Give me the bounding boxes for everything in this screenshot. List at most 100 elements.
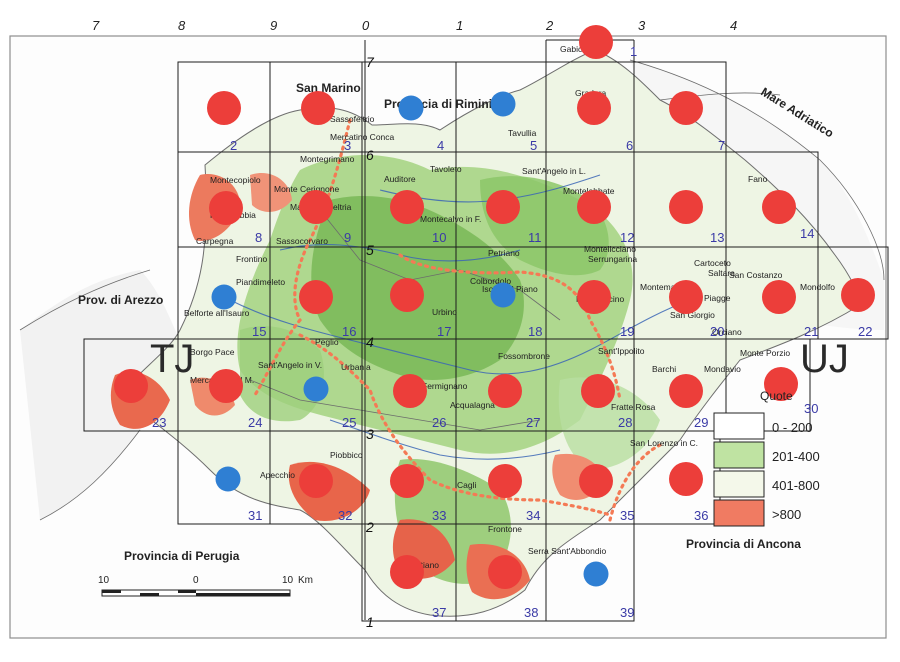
blue-point-18 (490, 282, 516, 308)
place-label: Sassocorvaro (276, 236, 328, 246)
region-label-san-marino: San Marino (296, 81, 361, 95)
red-point-2 (207, 91, 241, 125)
place-label: Sant'Ippolito (598, 346, 645, 356)
red-point-24 (209, 369, 243, 403)
place-label: Sant'Angelo in L. (522, 166, 586, 176)
vertical-ruler: 7 6 5 4 3 2 1 (365, 54, 375, 630)
legend-swatch (713, 412, 765, 440)
blue-point-25 (303, 376, 329, 402)
red-point-35 (579, 464, 613, 498)
cell-number-14: 14 (800, 226, 814, 241)
cell-number-20: 20 (710, 324, 724, 339)
red-point-1 (579, 25, 613, 59)
cell-number-35: 35 (620, 508, 634, 523)
legend-label: 201-400 (772, 449, 820, 464)
place-label: Urbino (432, 307, 457, 317)
top-ruler: 7 8 9 0 1 2 3 4 (92, 18, 737, 33)
place-label: Mondolfo (800, 282, 835, 292)
cell-number-6: 6 (626, 138, 633, 153)
place-label: Frontone (488, 524, 522, 534)
red-point-14 (762, 190, 796, 224)
place-label: Barchi (652, 364, 676, 374)
cell-number-18: 18 (528, 324, 542, 339)
cell-number-26: 26 (432, 415, 446, 430)
place-label: Urbania (341, 362, 371, 372)
place-label: Peglio (315, 337, 339, 347)
place-label: Tavoleto (430, 164, 462, 174)
legend-swatch (713, 499, 765, 527)
cell-number-23: 23 (152, 415, 166, 430)
place-label: Mondavio (704, 364, 741, 374)
cell-number-5: 5 (530, 138, 537, 153)
red-point-19 (577, 280, 611, 314)
red-point-6 (577, 91, 611, 125)
legend: Quote 0 - 200 201-400 401-800 >800 (713, 389, 820, 527)
cell-number-31: 31 (248, 508, 262, 523)
route-line (253, 118, 662, 522)
cell-number-38: 38 (524, 605, 538, 620)
cell-number-11: 11 (528, 230, 542, 245)
red-point-38 (488, 555, 522, 589)
legend-item-over-800: >800 (713, 499, 801, 527)
red-point-11 (486, 190, 520, 224)
place-label: Montegrimano (300, 154, 355, 164)
red-point-34 (488, 464, 522, 498)
ruler-label-8: 8 (178, 18, 186, 33)
place-label: Sassofeltrio (330, 114, 375, 124)
cell-number-4: 4 (437, 138, 444, 153)
place-label: Auditore (384, 174, 416, 184)
cell-number-27: 27 (526, 415, 540, 430)
cell-number-17: 17 (437, 324, 451, 339)
red-point-7 (669, 91, 703, 125)
legend-title: Quote (760, 389, 793, 403)
cell-number-33: 33 (432, 508, 446, 523)
place-label: Cartoceto (694, 258, 731, 268)
cell-number-34: 34 (526, 508, 540, 523)
scale-segment (196, 593, 290, 596)
blue-point-15 (211, 284, 237, 310)
red-point-23 (114, 369, 148, 403)
ruler-label-9: 9 (270, 18, 277, 33)
ruler-label-3: 3 (638, 18, 646, 33)
legend-swatch (713, 470, 765, 498)
vruler-label-7: 7 (366, 54, 375, 70)
cell-number-37: 37 (432, 605, 446, 620)
legend-label: 0 - 200 (772, 420, 812, 435)
red-point-17 (390, 278, 424, 312)
cell-number-12: 12 (620, 230, 634, 245)
place-label: Apecchio (260, 470, 295, 480)
red-point-9 (299, 190, 333, 224)
place-label: Tavullia (508, 128, 537, 138)
red-point-37 (390, 555, 424, 589)
scale-segment (102, 590, 121, 593)
place-label: Fano (748, 174, 768, 184)
scale-label-zero: 0 (193, 575, 199, 586)
ruler-label-0: 0 (362, 18, 370, 33)
scale-unit: Km (298, 575, 313, 586)
place-label: San Lorenzo in C. (630, 438, 698, 448)
place-label: Piagge (704, 293, 731, 303)
place-label: Frontino (236, 254, 267, 264)
cell-number-9: 9 (344, 230, 351, 245)
scale-label-left: 10 (98, 575, 110, 586)
place-label: Monte Cerignone (274, 184, 339, 194)
place-label: Acqualagna (450, 400, 495, 410)
zone-label-uj: UJ (800, 337, 849, 381)
red-point-8 (209, 191, 243, 225)
place-label: Belforte all'Isauro (184, 308, 250, 318)
vruler-label-3: 3 (366, 426, 374, 442)
cell-number-15: 15 (252, 324, 266, 339)
place-label: Montelicciano (584, 244, 636, 254)
place-label: Borgo Pace (190, 347, 235, 357)
cell-number-24: 24 (248, 415, 262, 430)
legend-item-401-800: 401-800 (713, 470, 820, 498)
quadrant-grid (83, 39, 889, 622)
vruler-label-1: 1 (366, 614, 374, 630)
red-point-26 (393, 374, 427, 408)
cell-number-19: 19 (620, 324, 634, 339)
cell-number-39: 39 (620, 605, 634, 620)
scale-bar: 10 0 10 Km (98, 575, 313, 597)
zone-label-tj: TJ (150, 337, 194, 381)
place-label: Serrungarina (588, 254, 637, 264)
